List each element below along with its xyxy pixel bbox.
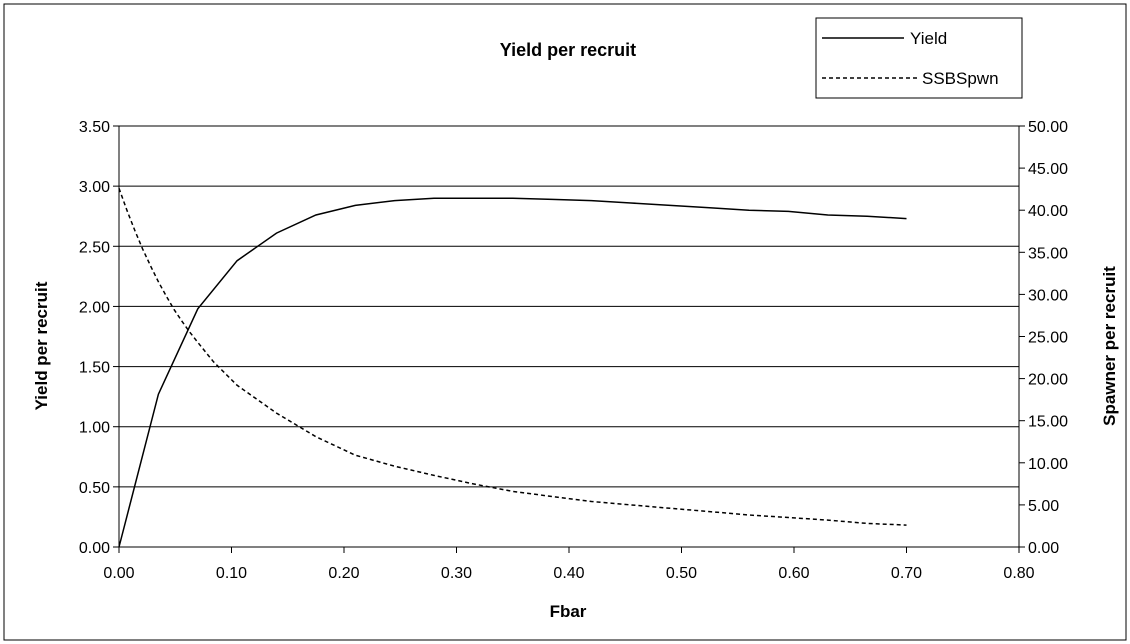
left-tick-label-5: 2.50 (79, 239, 110, 256)
legend-box (815, 17, 1023, 99)
left-tick-label-0: 0.00 (79, 540, 110, 557)
right-tick-label-6: 30.00 (1028, 287, 1068, 304)
right-tick-label-9: 45.00 (1028, 161, 1068, 178)
right-tick-label-2: 10.00 (1028, 456, 1068, 473)
x-tick-label-6: 0.60 (778, 565, 809, 582)
left-axis-title: Yield per recruit (32, 281, 51, 410)
x-axis-title: Fbar (550, 602, 587, 621)
right-tick-label-7: 35.00 (1028, 245, 1068, 262)
left-tick-label-7: 3.50 (79, 119, 110, 136)
series-line-ssbspwn (118, 188, 907, 526)
left-tick-label-3: 1.50 (79, 360, 110, 377)
x-tick-label-1: 0.10 (216, 565, 247, 582)
right-tick-label-4: 20.00 (1028, 372, 1068, 389)
left-tick-label-4: 2.00 (79, 299, 110, 316)
left-tick-label-2: 1.00 (79, 420, 110, 437)
legend-label-ssbspwn: SSBSpwn (922, 69, 999, 88)
right-axis-title: Spawner per recruit (1100, 266, 1119, 426)
chart-border (3, 3, 1127, 641)
right-tick-label-5: 25.00 (1028, 330, 1068, 347)
x-tick-label-4: 0.40 (553, 565, 584, 582)
right-tick-label-0: 0.00 (1028, 540, 1059, 557)
x-tick-label-0: 0.00 (103, 565, 134, 582)
right-tick-label-10: 50.00 (1028, 119, 1068, 136)
series-line-yield (118, 197, 907, 548)
x-tick-label-3: 0.30 (441, 565, 472, 582)
x-tick-label-5: 0.50 (666, 565, 697, 582)
left-tick-label-1: 0.50 (79, 480, 110, 497)
series-lines (118, 188, 907, 548)
right-tick-label-8: 40.00 (1028, 203, 1068, 220)
x-tick-label-2: 0.20 (328, 565, 359, 582)
chart-title: Yield per recruit (500, 40, 636, 60)
legend: Yield SSBSpwn (815, 17, 1023, 99)
right-tick-label-1: 5.00 (1028, 498, 1059, 515)
left-tick-label-6: 3.00 (79, 179, 110, 196)
x-tick-label-7: 0.70 (891, 565, 922, 582)
right-tick-label-3: 15.00 (1028, 414, 1068, 431)
x-tick-label-8: 0.80 (1003, 565, 1034, 582)
axis-ticks: 0.00 0.50 1.00 1.50 2.00 2.50 3.00 3.50 0.00 5.00… (79, 119, 1068, 582)
legend-label-yield: Yield (910, 29, 947, 48)
